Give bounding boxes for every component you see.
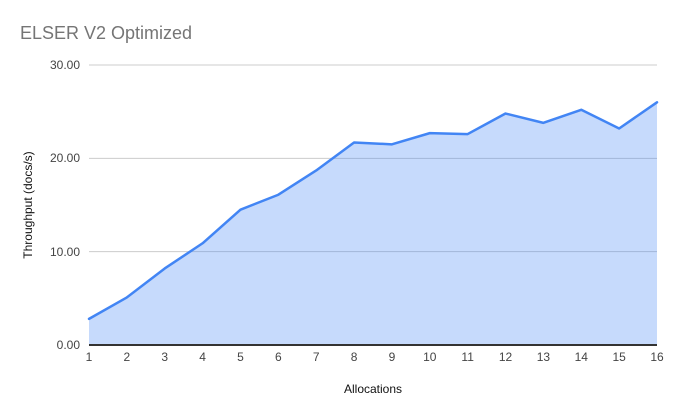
x-tick-label: 12 <box>498 350 513 364</box>
x-tick-label: 9 <box>388 350 396 364</box>
x-tick-label: 8 <box>350 350 358 364</box>
chart-title: ELSER V2 Optimized <box>20 23 193 43</box>
x-tick-label: 16 <box>650 350 664 364</box>
x-tick-label: 14 <box>574 350 588 364</box>
x-tick-label: 7 <box>312 350 320 364</box>
y-tick-label: 0.00 <box>56 338 80 352</box>
x-tick-label: 2 <box>123 350 131 364</box>
x-tick-label: 1 <box>85 350 93 364</box>
y-tick-label: 20.00 <box>49 151 80 166</box>
x-tick-label: 13 <box>536 350 551 364</box>
x-tick-label: 4 <box>199 350 206 364</box>
x-tick-label: 11 <box>461 350 474 364</box>
x-tick-label: 15 <box>612 350 626 364</box>
x-tick-label: 5 <box>237 350 244 364</box>
series-line <box>87 101 659 321</box>
y-tick-label: 30.00 <box>49 58 80 72</box>
series-area-fill <box>89 102 657 345</box>
x-axis-title: Allocations <box>343 382 403 396</box>
x-tick-label: 3 <box>161 350 169 364</box>
x-tick-label: 10 <box>423 350 437 364</box>
y-tick-label: 10.00 <box>49 244 80 259</box>
x-tick-label: 6 <box>274 350 282 364</box>
